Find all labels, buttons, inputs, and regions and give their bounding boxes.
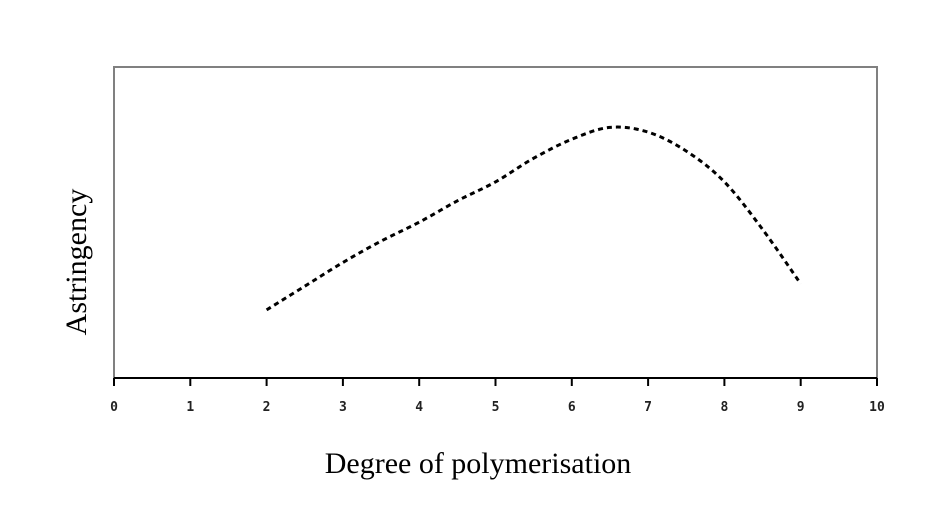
x-axis-tick-labels: 0 1 2 3 4 5 6 7 8 9 10 (110, 400, 885, 415)
x-tick-label-7: 7 (644, 400, 652, 415)
x-tick-label-4: 4 (415, 400, 423, 415)
x-axis-ticks (113, 378, 878, 386)
x-tick-label-10: 10 (869, 400, 885, 415)
x-tick-label-3: 3 (339, 400, 347, 415)
x-tick-label-8: 8 (720, 400, 728, 415)
x-axis-title: Degree of polymerisation (325, 447, 632, 480)
x-tick-label-2: 2 (263, 400, 271, 415)
x-tick-label-5: 5 (492, 400, 500, 415)
plot-frame (113, 66, 878, 379)
y-axis-title: Astringency (60, 189, 93, 336)
series-line (265, 125, 802, 312)
x-tick-label-1: 1 (186, 400, 194, 415)
x-tick-label-6: 6 (568, 400, 576, 415)
x-tick-label-9: 9 (797, 400, 805, 415)
x-tick-label-0: 0 (110, 400, 118, 415)
